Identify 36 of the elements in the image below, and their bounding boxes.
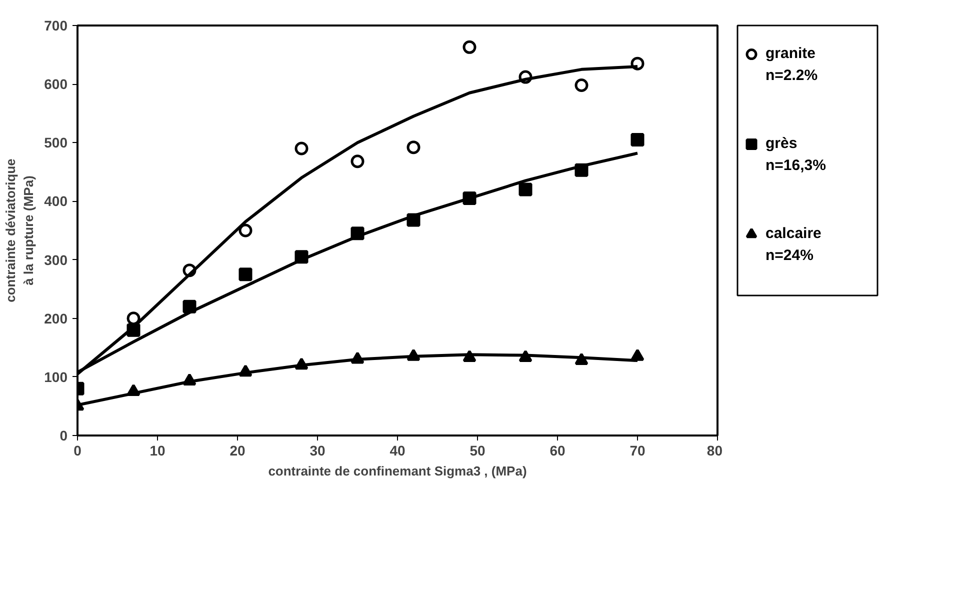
y-tick-label: 600	[44, 76, 68, 92]
y-tick-label: 200	[44, 310, 68, 326]
point	[518, 70, 532, 84]
y-tick-label: 500	[44, 134, 68, 151]
legend-label: grès n=16,3%	[766, 134, 826, 174]
y-tick-label: 700	[44, 18, 68, 34]
legend-label: calcaire n=24%	[766, 224, 822, 264]
y-tick-label: 300	[44, 252, 68, 268]
x-tick-label: 70	[630, 442, 646, 458]
x-tick-label: 0	[74, 442, 82, 458]
y-tick-label: 0	[60, 428, 68, 444]
point	[462, 40, 476, 54]
point	[574, 78, 588, 92]
point	[294, 142, 308, 156]
x-tick-label: 10	[150, 442, 166, 458]
x-tick-label: 20	[230, 442, 246, 458]
y-tick-label: 100	[44, 368, 68, 385]
point	[350, 154, 364, 168]
point	[630, 348, 644, 361]
point	[126, 312, 140, 326]
x-tick-label: 50	[470, 442, 486, 458]
point	[406, 140, 420, 154]
y-tick-label: 400	[44, 193, 68, 210]
point	[238, 224, 252, 238]
x-tick-label: 80	[706, 442, 723, 458]
x-axis-title: contrainte de confinemant Sigma3 , (MPa)	[268, 464, 527, 478]
point	[518, 182, 532, 196]
point	[630, 132, 644, 146]
point	[630, 56, 644, 70]
point	[182, 264, 196, 278]
x-tick-label: 60	[550, 442, 566, 458]
legend-label: granite n=2.2%	[766, 44, 818, 84]
y-axis-title: contrainte déviatorique à la rupture (MPa)	[3, 158, 36, 302]
x-tick-label: 30	[310, 442, 326, 458]
x-tick-label: 40	[390, 442, 406, 458]
point	[238, 268, 252, 282]
